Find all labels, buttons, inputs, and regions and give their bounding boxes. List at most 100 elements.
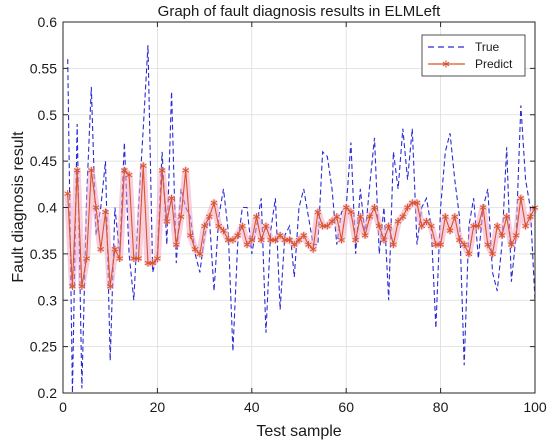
series-predict-line bbox=[67, 165, 536, 287]
series-predict-point bbox=[441, 213, 449, 221]
x-tick-label: 20 bbox=[150, 399, 166, 415]
series-predict-point bbox=[295, 236, 303, 244]
y-tick-label: 0.55 bbox=[30, 60, 57, 76]
series-predict-point bbox=[64, 189, 72, 198]
series-predict-point bbox=[229, 236, 237, 244]
series-predict-point bbox=[290, 241, 298, 249]
x-tick-label: 0 bbox=[59, 399, 67, 415]
legend-predict-star bbox=[442, 60, 450, 68]
series-predict-point bbox=[394, 217, 402, 226]
series-predict-point bbox=[489, 250, 496, 258]
series-predict-point bbox=[92, 203, 100, 212]
series-predict-point bbox=[404, 203, 411, 212]
series-predict-point bbox=[116, 254, 124, 263]
y-tick-label: 0.3 bbox=[38, 292, 58, 308]
series-predict-point bbox=[220, 227, 227, 235]
series-predict-point bbox=[73, 166, 81, 174]
legend-predict-marker bbox=[442, 60, 450, 68]
series-predict-point bbox=[352, 236, 360, 244]
series-predict-point bbox=[399, 213, 407, 221]
legend-predict-label: Predict bbox=[475, 57, 513, 71]
series-predict-point bbox=[427, 222, 435, 230]
series-predict-point bbox=[493, 222, 501, 230]
series-predict-point bbox=[456, 236, 463, 244]
series-predict-point bbox=[78, 282, 86, 290]
series-predict-point bbox=[135, 254, 142, 263]
legend-true-label: True bbox=[475, 40, 500, 54]
legend-box bbox=[421, 34, 526, 77]
series-predict-point bbox=[418, 222, 426, 230]
series-predict-point bbox=[187, 231, 194, 239]
series-predict-point bbox=[512, 231, 520, 239]
series-predict-point bbox=[97, 245, 105, 253]
series-predict-point bbox=[125, 171, 133, 179]
series-predict-point bbox=[385, 222, 393, 230]
series-predict-point bbox=[83, 254, 90, 263]
series-predict-point bbox=[375, 222, 383, 230]
series-predict-point bbox=[413, 199, 421, 207]
series-predict-point bbox=[172, 241, 180, 249]
y-tick-label: 0.35 bbox=[30, 246, 57, 262]
tick-layer: 0 20 40 60 80 100 0.2 0.25 0.3 0.35 0.4 0.45 0.5 0.55… bbox=[30, 14, 547, 415]
series-predict-point bbox=[272, 236, 279, 244]
y-tick-label: 0.45 bbox=[30, 153, 57, 169]
series-predict-point bbox=[479, 203, 487, 212]
series-predict-point bbox=[508, 241, 515, 249]
series-predict-point bbox=[201, 222, 208, 230]
series-predict-point bbox=[257, 236, 265, 244]
series-predict-point bbox=[262, 222, 270, 230]
series-predict-point bbox=[342, 203, 350, 212]
series-predict-point bbox=[234, 231, 242, 239]
series-predict-point bbox=[446, 227, 454, 235]
series-predict-point bbox=[196, 250, 204, 258]
series-predict-point bbox=[498, 231, 506, 239]
x-axis-label: Test sample bbox=[256, 423, 341, 440]
series-predict-point bbox=[474, 222, 482, 230]
series-predict-point bbox=[460, 241, 468, 249]
series-predict-point bbox=[314, 208, 322, 216]
y-tick-label: 0.4 bbox=[38, 200, 58, 216]
series-predict-point bbox=[347, 208, 355, 216]
series-predict-point bbox=[451, 213, 459, 221]
series-predict-point bbox=[238, 222, 246, 230]
series-predict-point bbox=[149, 259, 157, 267]
series-predict-point bbox=[356, 213, 364, 221]
series-predict-point bbox=[323, 222, 331, 230]
series-predict-point bbox=[300, 231, 308, 239]
series-predict-point bbox=[526, 213, 534, 221]
series-predict-point bbox=[139, 162, 147, 170]
series-predict-point bbox=[243, 241, 251, 249]
series-predict-point bbox=[333, 213, 341, 221]
series-predict-point bbox=[154, 254, 161, 263]
series-predict-point bbox=[328, 217, 336, 226]
x-tick-label: 100 bbox=[523, 399, 547, 415]
x-tick-label: 80 bbox=[433, 399, 449, 415]
x-tick-label: 60 bbox=[338, 399, 354, 415]
series-predict-point bbox=[106, 282, 114, 290]
series-predict-point bbox=[168, 194, 175, 202]
series-layer bbox=[64, 45, 539, 394]
series-predict-point bbox=[120, 166, 128, 174]
series-predict-point bbox=[305, 241, 312, 249]
series-predict-point bbox=[163, 217, 171, 226]
series-predict-point bbox=[276, 231, 284, 239]
chart-title: Graph of fault diagnosis results in ELML… bbox=[158, 3, 441, 20]
y-tick-label: 0.2 bbox=[38, 385, 58, 401]
series-predict-point bbox=[102, 208, 109, 216]
series-predict-point bbox=[437, 241, 444, 249]
legend: True Predict bbox=[421, 34, 526, 77]
x-tick-label: 40 bbox=[244, 399, 260, 415]
series-predict-point bbox=[182, 166, 190, 174]
series-predict-point bbox=[517, 194, 525, 202]
y-tick-label: 0.25 bbox=[30, 339, 57, 355]
series-predict-point bbox=[69, 282, 76, 290]
series-predict-point bbox=[191, 245, 199, 253]
series-predict-point bbox=[210, 199, 218, 207]
series-predict-point bbox=[366, 213, 374, 221]
series-predict-point bbox=[522, 222, 529, 230]
y-tick-label: 0.5 bbox=[38, 107, 58, 123]
series-predict-point bbox=[309, 245, 317, 253]
series-predict-point bbox=[286, 236, 293, 244]
